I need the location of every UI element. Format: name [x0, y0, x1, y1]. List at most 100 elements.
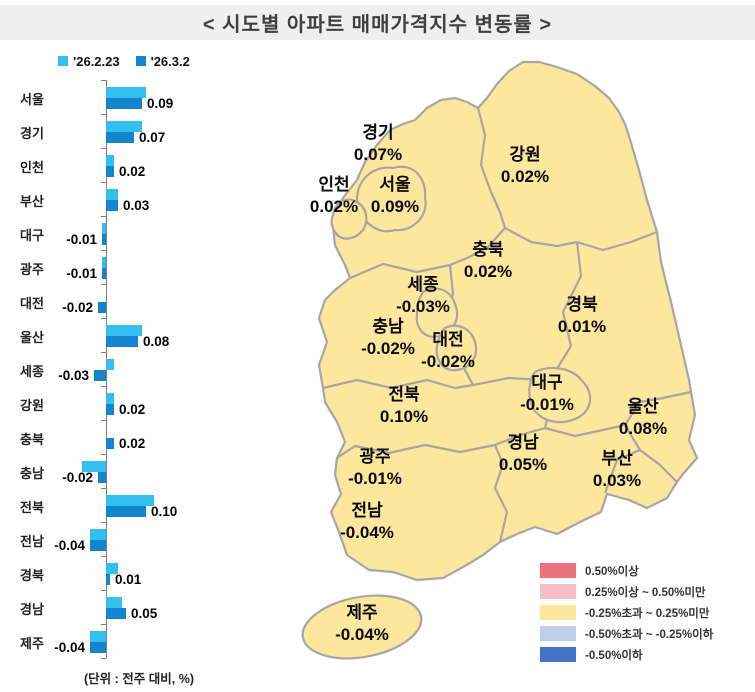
category-label: 전북 — [20, 500, 44, 515]
map-region-label-경남: 경남 0.05% — [499, 433, 547, 474]
axis-tick — [101, 182, 106, 183]
map-region-label-인천: 인천 0.02% — [310, 175, 358, 216]
chart-plot-area: 서울 0.09 경기 0.07 인천 0.02 부산 0.03 대구 -0.01 광주 -0.01 대전… — [14, 80, 234, 659]
bar-row-서울: 서울 0.09 — [14, 80, 234, 114]
category-label: 경기 — [20, 126, 44, 141]
border-busan-gyeongnam — [603, 448, 641, 494]
bar-prev-week — [106, 325, 142, 336]
category-label: 충남 — [20, 466, 44, 481]
bar-this-week — [102, 234, 106, 245]
bar-value-label: 0.05 — [131, 606, 158, 621]
bar-value-label: 0.10 — [151, 504, 178, 519]
bar-prev-week — [102, 223, 106, 234]
axis-tick — [101, 80, 106, 81]
bar-prev-week — [106, 189, 118, 200]
bar-this-week — [106, 336, 138, 347]
map-region-label-강원: 강원 0.02% — [501, 145, 549, 186]
axis-tick — [101, 556, 106, 557]
category-label: 강원 — [20, 398, 44, 413]
bar-this-week — [90, 642, 106, 653]
map-region-label-경북: 경북 0.01% — [558, 295, 606, 336]
axis-tick — [101, 386, 106, 387]
bar-row-전남: 전남 -0.04 — [14, 522, 234, 556]
title-bar: < 시도별 아파트 매매가격지수 변동률 > — [0, 5, 755, 40]
axis-tick — [101, 658, 106, 659]
axis-tick — [101, 318, 106, 319]
bar-this-week — [106, 200, 118, 211]
bar-prev-week — [82, 461, 106, 472]
bar-value-label: 0.02 — [119, 436, 146, 451]
axis-tick — [101, 624, 106, 625]
bar-chart: '26.2.23 '26.3.2 서울 0.09 경기 0.07 인천 0.02 부산 0.03… — [14, 50, 234, 687]
axis-tick — [101, 114, 106, 115]
map-region-daegu — [528, 366, 592, 424]
map-region-label-세종: 세종 -0.03% — [396, 275, 450, 316]
korea-map: 경기 0.07% 서울 0.09% 인천 0.02% 강원 0.02% 충북 0.02% 세종 -0.… — [295, 50, 755, 692]
bar-row-강원: 강원 0.02 — [14, 386, 234, 420]
map-legend-row-4: -0.50%이하 — [540, 644, 713, 665]
map-legend-swatch — [540, 584, 576, 599]
map-legend-swatch — [540, 563, 576, 578]
border-gyeonggi-chungnam — [349, 262, 451, 280]
bar-value-label: 0.09 — [147, 96, 174, 111]
bar-prev-week — [106, 393, 114, 404]
bar-prev-week — [90, 631, 106, 642]
map-legend-label: 0.25%이상 ~ 0.50%미만 — [585, 586, 706, 599]
bar-prev-week — [102, 257, 106, 268]
bar-row-인천: 인천 0.02 — [14, 148, 234, 182]
legend-swatch — [135, 56, 146, 66]
bar-this-week — [102, 268, 106, 279]
map-legend-swatch — [540, 605, 576, 620]
legend-label: '26.3.2 — [150, 53, 190, 69]
category-label: 제주 — [20, 636, 44, 651]
category-label: 울산 — [20, 330, 44, 345]
legend-swatch — [58, 56, 69, 66]
map-legend-row-0: 0.50%이상 — [540, 560, 713, 581]
unit-note: (단위 : 전주 대비, %) — [84, 672, 194, 686]
bar-prev-week — [106, 121, 142, 132]
category-label: 충북 — [20, 432, 44, 447]
bar-prev-week — [106, 359, 114, 370]
category-label: 세종 — [20, 364, 44, 379]
border-ulsan — [623, 390, 692, 483]
legend-label: '26.2.23 — [73, 53, 120, 69]
axis-tick — [101, 352, 106, 353]
border-jeonbuk-gyeongnam — [494, 426, 546, 447]
bar-row-광주: 광주 -0.01 — [14, 250, 234, 284]
bar-this-week — [98, 472, 106, 483]
category-label: 경북 — [20, 568, 44, 583]
map-region-label-부산: 부산 0.03% — [593, 449, 641, 490]
bar-value-label: -0.02 — [62, 300, 93, 315]
category-label: 광주 — [20, 262, 44, 277]
map-legend-row-3: -0.50%초과 ~ -0.25%이하 — [540, 623, 713, 644]
axis-tick — [101, 488, 106, 489]
map-region-label-광주: 광주 -0.01% — [348, 447, 402, 488]
bar-value-label: 0.07 — [139, 130, 166, 145]
bar-value-label: 0.08 — [143, 334, 170, 349]
category-label: 인천 — [20, 160, 44, 175]
map-region-incheon — [330, 198, 368, 240]
bar-this-week — [106, 404, 114, 415]
axis-tick — [101, 250, 106, 251]
bar-row-전북: 전북 0.10 — [14, 488, 234, 522]
bar-row-세종: 세종 -0.03 — [14, 352, 234, 386]
map-legend: 0.50%이상 0.25%이상 ~ 0.50%미만 -0.25%초과 ~ 0.25%… — [540, 560, 713, 665]
bar-value-label: 0.01 — [115, 572, 142, 587]
map-legend-swatch — [540, 626, 576, 641]
bar-this-week — [106, 132, 134, 143]
axis-tick — [101, 284, 106, 285]
category-label: 경남 — [20, 602, 44, 617]
border-gyeonggi-chungbuk — [449, 227, 506, 267]
map-region-label-충북: 충북 0.02% — [464, 240, 512, 281]
bar-row-대구: 대구 -0.01 — [14, 216, 234, 250]
border-gangwon-gyeongbuk — [576, 230, 658, 252]
map-region-label-전남: 전남 -0.04% — [340, 501, 394, 542]
bar-this-week — [106, 166, 114, 177]
bar-value-label: -0.01 — [66, 232, 97, 247]
bar-value-label: -0.03 — [58, 368, 89, 383]
map-region-label-제주: 제주 -0.04% — [335, 603, 389, 644]
map-region-daejeon — [435, 324, 478, 372]
border-gyeongbuk-gyeongnam — [544, 423, 626, 438]
legend-item-prev-week: '26.2.23 — [58, 53, 120, 69]
map-legend-row-1: 0.25%이상 ~ 0.50%미만 — [540, 581, 713, 602]
